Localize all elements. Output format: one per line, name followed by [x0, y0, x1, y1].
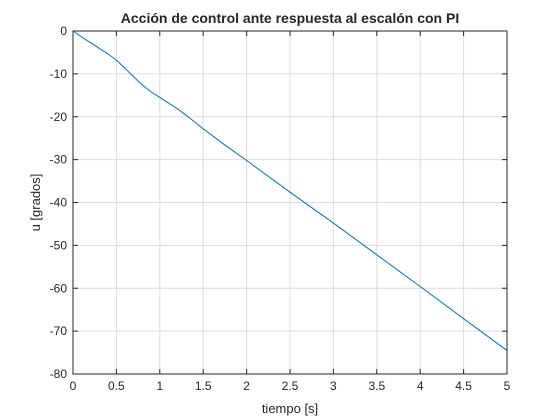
series-line-1	[72, 30, 508, 351]
x-tick-label: 4	[417, 379, 424, 393]
series-layer	[72, 30, 508, 351]
y-tick-label: -70	[50, 324, 68, 338]
plot-area: 0 0.5 1 1.5 2 2.5 3 3.5 4 4.5 5 0 -10 -20 -30 -40 -50 -6…	[50, 24, 511, 393]
x-tick-label: 1	[156, 379, 163, 393]
y-tick-labels: 0 -10 -20 -30 -40 -50 -60 -70 -80	[50, 24, 68, 381]
y-tick-label: -60	[50, 281, 68, 295]
y-tick-label: -80	[50, 367, 68, 381]
x-tick-label: 0.5	[108, 379, 125, 393]
y-tick-label: -30	[50, 153, 68, 167]
x-tick-label: 3	[330, 379, 337, 393]
y-tick-label: -10	[50, 67, 68, 81]
y-tick-label: -50	[50, 238, 68, 252]
y-tick-label: 0	[60, 24, 67, 38]
x-tick-label: 2	[243, 379, 250, 393]
x-tick-label: 5	[504, 379, 511, 393]
x-tick-label: 4.5	[455, 379, 472, 393]
x-tick-label: 3.5	[368, 379, 385, 393]
y-tick-label: -20	[50, 110, 68, 124]
x-tick-label: 1.5	[195, 379, 212, 393]
x-tick-label: 0	[70, 379, 77, 393]
x-axis-label: tiempo [s]	[262, 401, 318, 416]
x-tick-labels: 0 0.5 1 1.5 2 2.5 3 3.5 4 4.5 5	[70, 379, 511, 393]
tick-marks	[72, 30, 508, 375]
y-tick-label: -40	[50, 196, 68, 210]
y-axis-label: u [grados]	[28, 174, 43, 232]
x-tick-label: 2.5	[282, 379, 299, 393]
chart-title: Acción de control ante respuesta al esca…	[121, 10, 459, 26]
